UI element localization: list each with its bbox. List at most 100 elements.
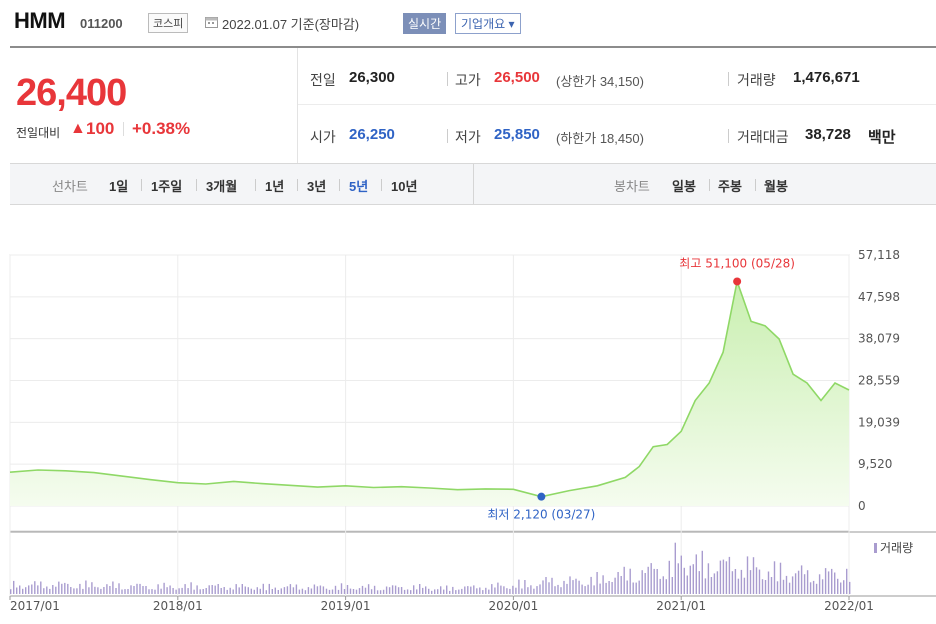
volume-bar <box>831 568 833 594</box>
volume-bar <box>250 588 252 594</box>
volume-bar <box>554 586 556 594</box>
volume-bar <box>178 588 180 594</box>
volume-bar <box>58 581 60 594</box>
volume-bar <box>428 588 430 594</box>
volume-bar <box>548 582 550 594</box>
volume-bar <box>40 581 42 594</box>
volume-bar <box>238 587 240 594</box>
high-marker <box>733 277 742 286</box>
volume-bar <box>701 550 703 594</box>
y-tick-label: 47,598 <box>858 290 900 304</box>
y-tick-label: 9,520 <box>858 457 892 471</box>
volume-bar <box>340 583 343 594</box>
y-tick-label: 19,039 <box>858 415 900 429</box>
volume-bar <box>118 583 120 594</box>
volume-bar <box>259 588 261 594</box>
volume-bar <box>677 563 679 594</box>
volume-bar <box>187 588 189 594</box>
volume-bar <box>115 588 117 594</box>
volume-bar <box>518 579 520 594</box>
realtime-button[interactable]: 실시간 <box>403 13 447 34</box>
volume-bar <box>160 588 162 594</box>
change-value: 100 <box>86 119 115 138</box>
volume-bar <box>49 588 51 594</box>
volume-bar <box>91 582 93 594</box>
volume-bar <box>43 588 45 594</box>
volume-bar <box>818 574 821 594</box>
volume-bar <box>256 587 258 594</box>
volume-bar <box>434 589 436 594</box>
y-tick-label: 38,079 <box>858 332 900 346</box>
x-tick-label: 2017/01 <box>10 599 60 613</box>
period-1d[interactable]: 1일 <box>109 179 129 194</box>
volume-bar <box>779 562 782 594</box>
volume-bar <box>806 570 809 594</box>
volume-bar <box>746 556 749 594</box>
volume-bar <box>704 578 707 594</box>
volume-bar <box>416 589 418 594</box>
volume-bar <box>31 584 33 594</box>
volume-bar <box>319 585 322 594</box>
volume-bar <box>325 588 328 594</box>
x-tick-label: 2021/01 <box>656 599 706 613</box>
period-1w[interactable]: 1주일 <box>151 179 183 194</box>
period-3m[interactable]: 3개월 <box>206 179 238 194</box>
volume-bar <box>130 585 132 594</box>
volume-bar <box>373 585 376 594</box>
price-panel <box>10 48 298 163</box>
volume-bar <box>791 576 794 594</box>
volume-bar <box>136 583 138 594</box>
volume-bar <box>494 587 496 594</box>
volume-bar <box>163 582 165 594</box>
stock-name: HMM <box>14 8 66 33</box>
volume-bar <box>479 587 481 594</box>
volume-bar <box>843 580 845 594</box>
volume-bar <box>812 580 815 594</box>
stat-separator <box>447 129 448 143</box>
candle-monthly[interactable]: 월봉 <box>764 179 788 194</box>
candle-daily[interactable]: 일봉 <box>672 179 696 194</box>
volume-bar <box>286 586 289 594</box>
volume-bar <box>837 578 839 594</box>
volume-bar <box>397 587 400 594</box>
low-value: 25,850 <box>494 126 540 143</box>
volume-bar <box>698 571 700 594</box>
volume-bar <box>590 576 592 594</box>
volume-bar <box>151 589 153 594</box>
volume-bar <box>358 588 361 594</box>
volume-bar <box>743 577 746 594</box>
volume-bar <box>695 554 697 594</box>
volume-bar <box>214 585 216 594</box>
company-overview-dropdown[interactable]: 기업개요 ▾ <box>455 13 521 34</box>
volume-bar <box>229 587 231 594</box>
volume-value: 1,476,671 <box>793 69 860 86</box>
high-annotation: 최고 51,100 (05/28) <box>679 256 795 270</box>
period-1y[interactable]: 1년 <box>265 179 285 194</box>
volume-bar <box>217 584 219 594</box>
volume-bar <box>410 590 412 594</box>
y-tick-label: 0 <box>858 499 866 513</box>
period-5y[interactable]: 5년 <box>349 179 369 194</box>
period-10y[interactable]: 10년 <box>391 179 418 194</box>
volume-bar <box>52 585 54 594</box>
volume-bar <box>73 588 75 594</box>
volume-bar <box>641 570 643 594</box>
volume-bar <box>500 585 502 594</box>
candle-weekly[interactable]: 주봉 <box>718 179 742 194</box>
volume-bar <box>662 576 664 594</box>
volume-bar <box>752 557 755 594</box>
y-tick-label: 57,118 <box>858 248 900 262</box>
volume-bar <box>509 588 511 594</box>
volume-bar <box>376 590 379 594</box>
volume-bar <box>605 582 607 594</box>
change-percent: +0.38% <box>132 119 191 138</box>
volume-bar <box>650 563 652 594</box>
volume-bar <box>172 588 174 594</box>
volume-bar <box>617 572 619 594</box>
volume-bar <box>560 587 562 594</box>
volume-bar <box>794 573 797 594</box>
volume-bar <box>76 588 78 594</box>
lower-limit: (하한가 18,450) <box>556 131 644 146</box>
period-3y[interactable]: 3년 <box>307 179 327 194</box>
change-label: 전일대비 <box>16 126 61 140</box>
